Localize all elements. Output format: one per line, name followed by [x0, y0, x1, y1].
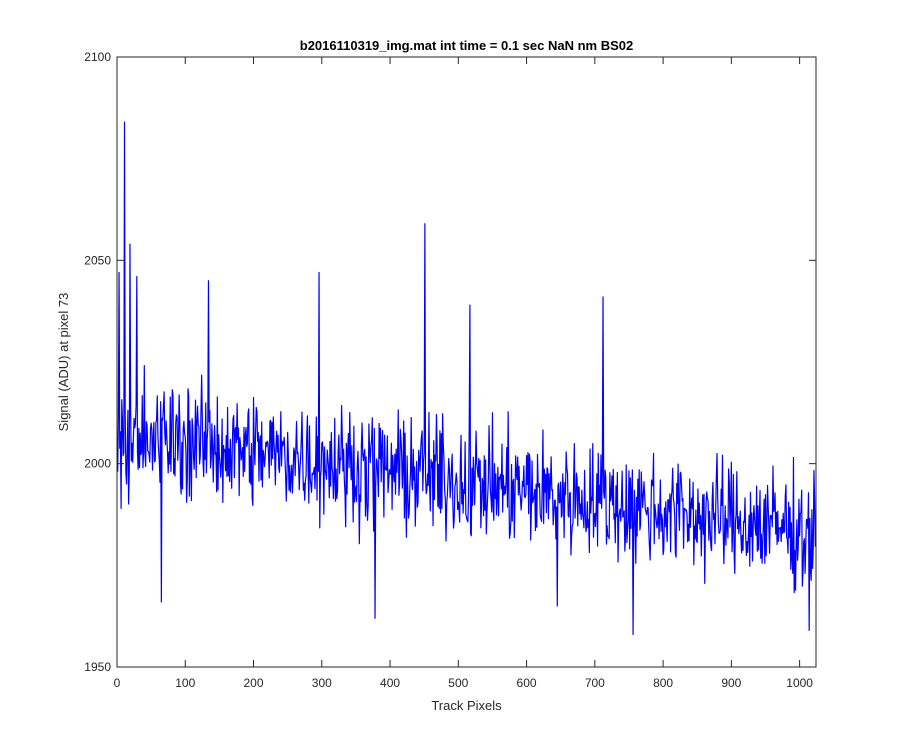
- plot-area: [117, 121, 817, 636]
- x-tick-label: 700: [585, 676, 605, 690]
- x-tick-label: 100: [175, 676, 195, 690]
- y-axis-label: Signal (ADU) at pixel 73: [56, 293, 71, 432]
- x-tick-label: 400: [380, 676, 400, 690]
- axes-box: [116, 56, 817, 668]
- axes-background: [117, 57, 816, 667]
- x-tick-label: 900: [721, 676, 741, 690]
- y-tick-label: 2000: [84, 457, 111, 471]
- x-tick-label: 800: [653, 676, 673, 690]
- x-tick-label: 0: [114, 676, 121, 690]
- axis-ticks: 0 100 200 300 400 500 600 700 800 900 1000 1950 2000…: [84, 50, 816, 690]
- x-tick-label: 200: [244, 676, 264, 690]
- x-tick-label: 600: [517, 676, 537, 690]
- x-tick-label: 500: [448, 676, 468, 690]
- x-tick-label: 1000: [786, 676, 813, 690]
- x-tick-label: 300: [312, 676, 332, 690]
- chart-title: b2016110319_img.mat int time = 0.1 sec N…: [300, 38, 633, 53]
- signal-series-line: [117, 121, 817, 636]
- y-tick-label: 2050: [84, 253, 111, 267]
- y-tick-label: 2100: [84, 50, 111, 64]
- x-axis-label: Track Pixels: [431, 698, 502, 713]
- y-tick-label: 1950: [84, 660, 111, 674]
